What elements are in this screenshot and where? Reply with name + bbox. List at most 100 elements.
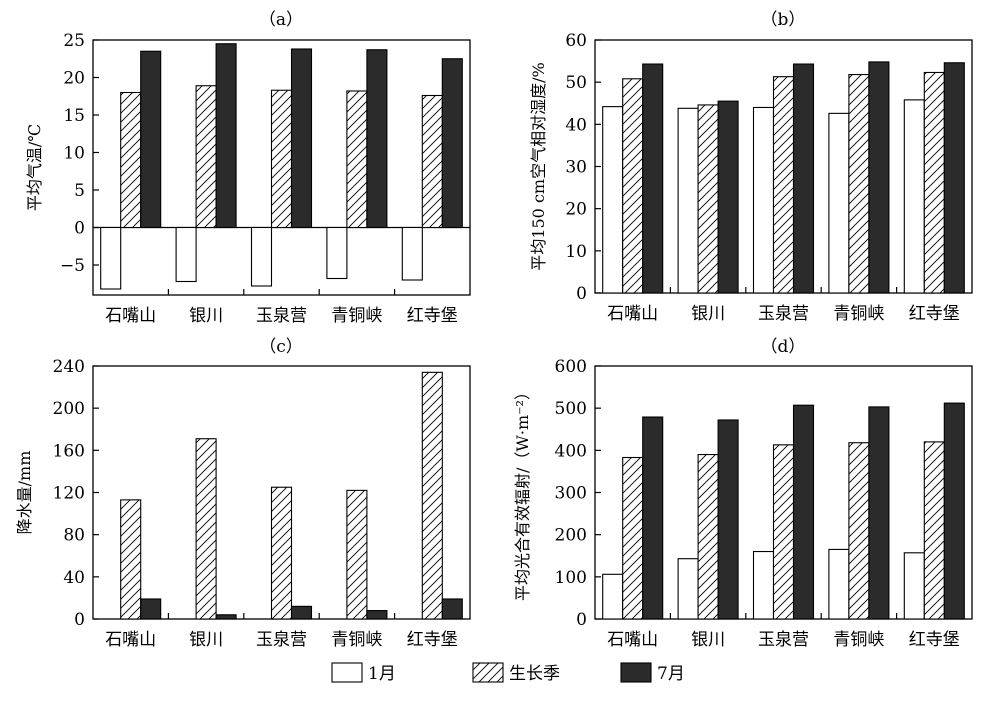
bar bbox=[175, 226, 197, 283]
bar bbox=[290, 48, 313, 229]
y-tick-label: 0 bbox=[74, 219, 85, 239]
bar bbox=[792, 404, 815, 620]
legend-label: 7月 bbox=[657, 664, 685, 684]
x-category-label: 玉泉营 bbox=[256, 630, 307, 650]
bar bbox=[140, 50, 162, 229]
bar bbox=[772, 76, 795, 294]
y-tick-label: 20 bbox=[565, 200, 587, 220]
bar bbox=[401, 226, 423, 281]
y-tick-label: 40 bbox=[565, 115, 587, 135]
x-category-label: 银川 bbox=[691, 630, 725, 650]
panel-label: （d） bbox=[761, 337, 806, 357]
bar bbox=[868, 61, 890, 294]
legend-swatch bbox=[331, 662, 363, 683]
y-tick-label: 300 bbox=[555, 484, 587, 504]
x-category-label: 石嘴山 bbox=[607, 304, 658, 324]
y-tick-label: 20 bbox=[63, 69, 85, 89]
legend-label: 1月 bbox=[368, 664, 396, 684]
x-category-label: 石嘴山 bbox=[105, 306, 156, 326]
bar bbox=[140, 598, 162, 620]
y-tick-label: 0 bbox=[576, 284, 587, 304]
bar bbox=[697, 104, 719, 294]
bar bbox=[642, 63, 664, 294]
x-category-label: 红寺堡 bbox=[909, 630, 960, 650]
y-tick-label: 600 bbox=[555, 357, 587, 377]
y-tick-label: 10 bbox=[565, 242, 587, 262]
bar bbox=[366, 610, 388, 620]
bar bbox=[772, 444, 795, 620]
bar bbox=[270, 89, 293, 229]
bar bbox=[441, 598, 463, 620]
bar bbox=[828, 112, 850, 294]
y-tick-label: 80 bbox=[63, 526, 85, 546]
x-category-label: 青铜峡 bbox=[331, 306, 382, 326]
x-category-label: 青铜峡 bbox=[833, 304, 884, 324]
bar bbox=[943, 402, 965, 620]
y-tick-label: 120 bbox=[53, 484, 85, 504]
x-category-label: 银川 bbox=[691, 304, 725, 324]
bar bbox=[120, 499, 142, 620]
legend-item: 1月 bbox=[331, 662, 396, 684]
bar bbox=[752, 106, 775, 294]
bar bbox=[326, 226, 348, 280]
bar bbox=[270, 486, 293, 620]
y-tick-label: 500 bbox=[555, 399, 587, 419]
legend-item: 生长季 bbox=[472, 662, 560, 684]
bar bbox=[602, 106, 624, 294]
chart-panel: （d） 0 100 200 300 400 500 600 平均光合有效辐射/（W·m⁻²） 石嘴… bbox=[513, 337, 973, 650]
y-axis-title: 降水量/mm bbox=[15, 451, 34, 535]
plot-frame bbox=[92, 39, 471, 296]
bar bbox=[441, 58, 463, 229]
bar bbox=[421, 371, 443, 620]
chart-panel: （a） −5 0 5 10 15 20 25 平均气温/℃ 石嘴山 银川 玉泉营 青铜峡 红寺堡 bbox=[25, 10, 471, 326]
x-category-label: 银川 bbox=[189, 630, 223, 650]
legend: 1月 生长季 7月 bbox=[331, 662, 685, 684]
y-tick-label: −5 bbox=[60, 256, 85, 276]
bar bbox=[120, 91, 142, 229]
chart-panel: （c） 0 40 80 120 160 200 240 降水量/mm 石嘴山 银川 玉泉营 青铜峡 红寺堡 bbox=[15, 337, 471, 650]
bar bbox=[195, 85, 217, 229]
bar bbox=[848, 442, 870, 620]
bar bbox=[366, 49, 388, 229]
x-category-label: 石嘴山 bbox=[105, 630, 156, 650]
bar bbox=[828, 548, 850, 620]
legend-swatch bbox=[472, 662, 504, 683]
bar bbox=[752, 550, 775, 620]
bar bbox=[923, 441, 945, 620]
bar bbox=[903, 99, 925, 294]
y-tick-label: 15 bbox=[63, 106, 85, 126]
bar bbox=[903, 552, 925, 620]
legend-item: 7月 bbox=[620, 662, 685, 684]
bar bbox=[848, 74, 870, 294]
y-tick-label: 200 bbox=[555, 526, 587, 546]
x-category-label: 青铜峡 bbox=[833, 630, 884, 650]
x-category-label: 红寺堡 bbox=[909, 304, 960, 324]
x-category-label: 银川 bbox=[189, 306, 223, 326]
bar bbox=[717, 100, 739, 294]
bar bbox=[100, 226, 122, 290]
y-tick-label: 160 bbox=[53, 441, 85, 461]
bar bbox=[195, 438, 217, 620]
x-category-label: 青铜峡 bbox=[331, 630, 382, 650]
panel-label: （b） bbox=[761, 10, 806, 30]
bar bbox=[868, 406, 890, 620]
bar bbox=[943, 62, 965, 294]
y-tick-label: 240 bbox=[53, 357, 85, 377]
bar bbox=[622, 78, 644, 294]
bar bbox=[346, 489, 368, 620]
x-category-label: 红寺堡 bbox=[407, 306, 458, 326]
y-tick-label: 100 bbox=[555, 568, 587, 588]
bar bbox=[677, 558, 699, 620]
bar bbox=[215, 43, 237, 229]
y-tick-label: 60 bbox=[565, 31, 587, 51]
y-tick-label: 10 bbox=[63, 144, 85, 164]
bar bbox=[697, 453, 719, 620]
legend-swatch bbox=[620, 662, 652, 683]
x-category-label: 石嘴山 bbox=[607, 630, 658, 650]
bar bbox=[602, 573, 624, 620]
bar bbox=[677, 107, 699, 294]
bar bbox=[622, 456, 644, 620]
y-tick-label: 40 bbox=[63, 568, 85, 588]
legend-label: 生长季 bbox=[509, 664, 560, 684]
